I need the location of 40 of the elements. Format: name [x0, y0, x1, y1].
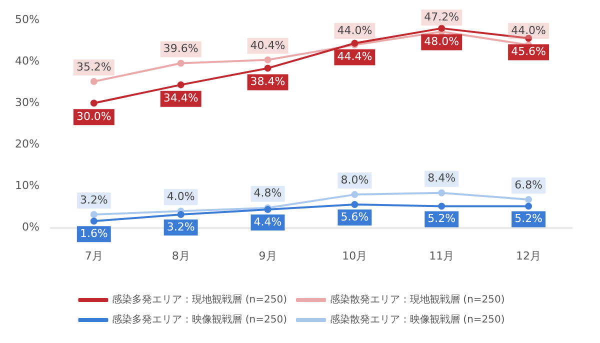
legend-label: 感染散発エリア：映像観戦層 (n=250) [330, 314, 505, 326]
data-label: 30.0% [76, 110, 112, 123]
data-label: 39.6% [163, 42, 198, 56]
y-tick-label: 10% [14, 179, 40, 192]
data-label: 48.0% [424, 35, 460, 48]
data-label: 5.2% [514, 212, 543, 226]
legend-label: 感染散発エリア：現地観戦層 (n=250) [330, 294, 505, 306]
data-label: 8.0% [340, 173, 369, 186]
y-tick-label: 40% [14, 54, 40, 68]
data-label: 4.0% [166, 190, 195, 204]
y-tick-label: 30% [14, 96, 40, 109]
data-label: 44.0% [511, 24, 546, 37]
data-label: 44.0% [337, 24, 372, 37]
x-tick-label: 10月 [342, 249, 368, 262]
data-label: 44.4% [337, 50, 372, 64]
data-label: 40.4% [250, 38, 286, 52]
x-tick-label: 8月 [172, 249, 190, 262]
data-label: 5.6% [340, 210, 369, 224]
x-tick-label: 7月 [84, 249, 103, 262]
legend-label: 感染多発エリア：現地観戦層 (n=250) [112, 294, 288, 306]
data-label: 38.4% [250, 75, 286, 88]
data-label: 3.2% [166, 220, 195, 234]
y-tick-label: 50% [14, 12, 40, 26]
legend-label: 感染多発エリア：映像観戦層 (n=250) [112, 314, 288, 326]
data-label: 8.4% [428, 172, 456, 185]
data-label: 45.6% [511, 45, 546, 58]
data-label: 4.8% [254, 186, 282, 200]
x-tick-label: 12月 [516, 249, 542, 262]
data-label: 47.2% [424, 10, 460, 24]
data-label: 5.2% [428, 212, 456, 226]
y-tick-label: 0% [22, 220, 40, 234]
data-label: 3.2% [80, 193, 108, 206]
data-label: 35.2% [76, 60, 112, 74]
data-label: 1.6% [80, 227, 108, 240]
data-label: 34.4% [163, 92, 198, 105]
x-tick-label: 9月 [258, 249, 277, 262]
x-tick-label: 11月 [429, 249, 454, 262]
data-label: 6.8% [514, 178, 543, 192]
data-label: 4.4% [254, 215, 282, 228]
y-tick-label: 20% [14, 138, 40, 151]
